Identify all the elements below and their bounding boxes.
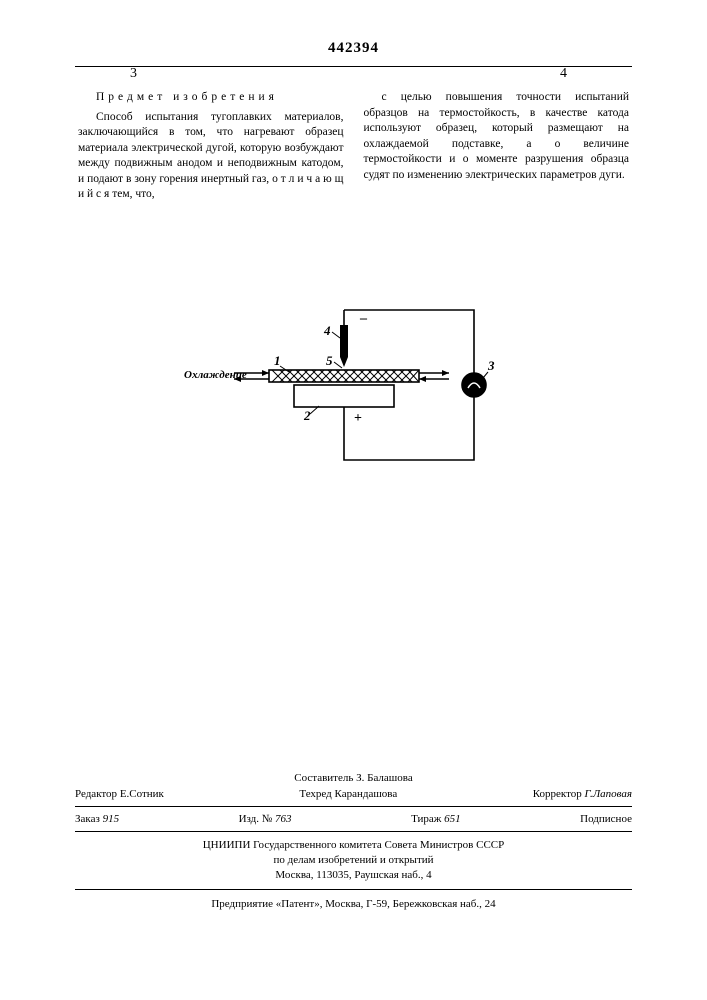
- print-row: Заказ 915 Изд. № 763 Тираж 651 Подписное: [75, 813, 632, 825]
- cooling-in-arrow: [262, 370, 269, 376]
- techred: Техред Карандашова: [299, 788, 397, 800]
- compiler-name: З. Балашова: [356, 772, 413, 784]
- patent-number: 442394: [0, 40, 707, 57]
- order: Заказ 915: [75, 813, 119, 825]
- leader-4: [332, 332, 340, 338]
- label-5: 5: [326, 353, 333, 368]
- diagram-container: – 4 5: [0, 270, 707, 490]
- left-column: Предмет изобретения Способ испытания туг…: [78, 90, 344, 203]
- cooling-r-arrow2: [419, 376, 426, 382]
- circuit-diagram: – 4 5: [174, 270, 534, 490]
- text-columns: Предмет изобретения Способ испытания туг…: [78, 90, 629, 203]
- left-col-text: Способ испытания тугоплавких материалов,…: [78, 110, 344, 203]
- footer-rule-3: [75, 889, 632, 890]
- right-column: с целью повышения точности испытаний обр…: [364, 90, 630, 203]
- top-rule: [75, 66, 632, 67]
- footer-bottom: Предприятие «Патент», Москва, Г-59, Бере…: [75, 898, 632, 910]
- patent-page: 442394 3 4 Предмет изобретения Способ ис…: [0, 0, 707, 1000]
- techred-label: Техред: [299, 788, 331, 800]
- corrector: Корректор Г.Лаповая: [533, 788, 632, 800]
- compiler-line: Составитель З. Балашова: [75, 772, 632, 784]
- right-col-text: с целью повышения точности испытаний обр…: [364, 90, 630, 183]
- footer: Составитель З. Балашова Редактор Е.Сотни…: [75, 772, 632, 910]
- org-block: ЦНИИПИ Государственного комитета Совета …: [75, 838, 632, 883]
- cooling-r-arrow1: [442, 370, 449, 376]
- editor: Редактор Е.Сотник: [75, 788, 164, 800]
- sample-bar: [269, 370, 419, 382]
- label-1: 1: [274, 353, 281, 368]
- page-num-left: 3: [130, 66, 137, 82]
- support-plate: [294, 385, 394, 407]
- page-num-right: 4: [560, 66, 567, 82]
- electrode-anode: [340, 325, 348, 357]
- label-2: 2: [303, 408, 311, 423]
- footer-rule-2: [75, 831, 632, 832]
- footer-rule-1: [75, 806, 632, 807]
- leader-5: [334, 362, 342, 368]
- tirazh-label: Тираж: [411, 813, 441, 825]
- electrode-tip: [340, 357, 348, 367]
- compiler-label: Составитель: [294, 772, 353, 784]
- cooling-label: Охлаждение: [184, 369, 247, 381]
- order-no: 915: [103, 813, 120, 825]
- org-line-1: ЦНИИПИ Государственного комитета Совета …: [75, 838, 632, 853]
- editor-name: Е.Сотник: [120, 788, 164, 800]
- corrector-name: Г.Лаповая: [585, 788, 632, 800]
- leader-3: [483, 372, 488, 378]
- tirazh-no: 651: [444, 813, 461, 825]
- techred-name: Карандашова: [335, 788, 398, 800]
- subject-heading: Предмет изобретения: [78, 90, 344, 106]
- corrector-label: Корректор: [533, 788, 582, 800]
- ed-label: Изд. №: [239, 813, 273, 825]
- minus-label: –: [359, 311, 368, 326]
- org-line-2: по делам изобретений и открытий: [75, 853, 632, 868]
- org-line-3: Москва, 113035, Раушская наб., 4: [75, 868, 632, 883]
- tirazh: Тираж 651: [411, 813, 461, 825]
- edition: Изд. № 763: [239, 813, 292, 825]
- label-4: 4: [323, 323, 331, 338]
- meter-fill: [463, 374, 485, 396]
- plus-label: +: [354, 411, 362, 426]
- credits-row: Редактор Е.Сотник Техред Карандашова Кор…: [75, 788, 632, 800]
- signed: Подписное: [580, 813, 632, 825]
- editor-label: Редактор: [75, 788, 117, 800]
- ed-no: 763: [275, 813, 292, 825]
- label-3: 3: [487, 358, 495, 373]
- order-label: Заказ: [75, 813, 100, 825]
